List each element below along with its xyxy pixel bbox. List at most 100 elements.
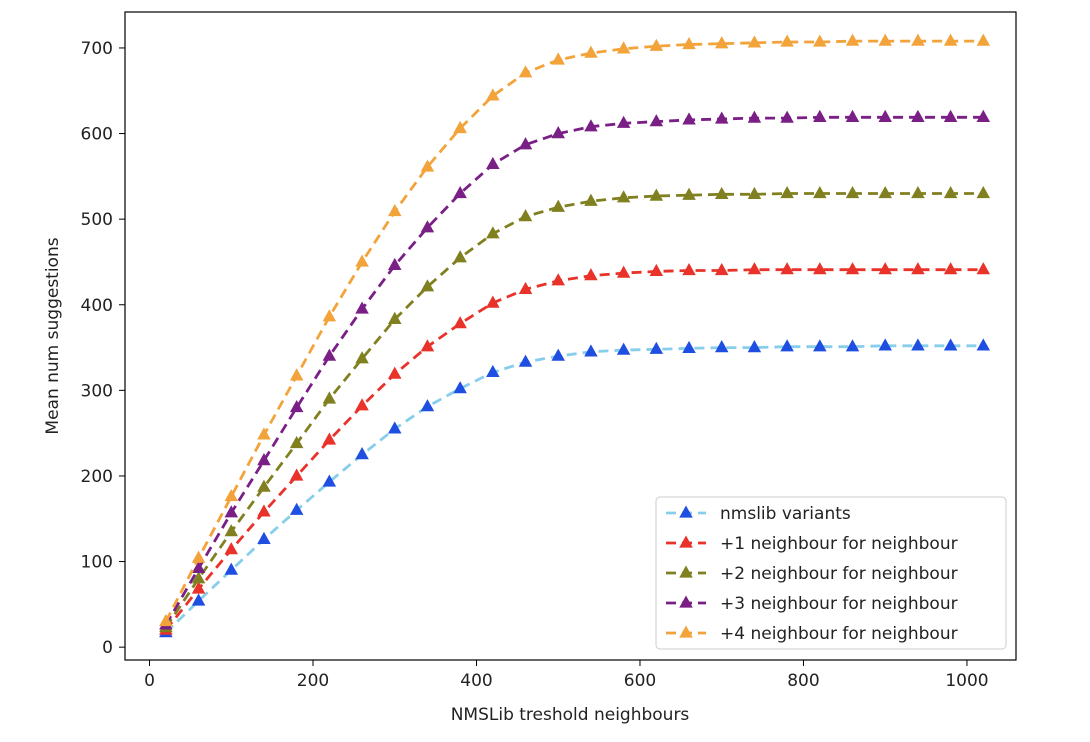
data-point-marker: [813, 262, 827, 275]
data-point-marker: [257, 453, 271, 466]
data-point-marker: [714, 186, 729, 199]
data-point-marker: [453, 250, 467, 263]
data-point-marker: [159, 613, 173, 627]
data-point-marker: [355, 447, 369, 460]
data-point-marker: [322, 391, 337, 404]
legend-item: nmslib variants: [666, 504, 851, 524]
data-point-marker: [257, 531, 271, 544]
data-point-marker: [976, 33, 991, 46]
series-1: [159, 262, 991, 635]
x-tick-label: 400: [460, 671, 492, 691]
data-point-marker: [224, 505, 239, 518]
data-point-marker: [649, 341, 664, 354]
data-point-marker: [878, 185, 892, 199]
data-point-marker: [486, 226, 500, 239]
data-point-marker: [943, 338, 958, 351]
data-point-marker: [551, 273, 565, 286]
legend-label: +4 neighbour for neighbour: [720, 624, 958, 644]
x-tick-label: 800: [787, 671, 819, 691]
data-point-marker: [878, 262, 892, 275]
data-point-marker: [943, 262, 958, 275]
data-point-marker: [845, 262, 860, 275]
data-point-marker: [584, 119, 598, 132]
data-point-marker: [322, 432, 337, 445]
data-point-marker: [420, 339, 435, 352]
y-tick-label: 0: [102, 638, 113, 658]
data-point-marker: [616, 41, 631, 54]
data-point-marker: [878, 33, 892, 46]
data-point-marker: [747, 35, 762, 48]
y-axis-label: Mean num suggestions: [43, 237, 63, 434]
legend-marker: [679, 565, 693, 578]
legend-item: +2 neighbour for neighbour: [666, 564, 958, 584]
legend: nmslib variants +1 neighbour for neighbou…: [655, 496, 1007, 650]
data-point-marker: [714, 340, 729, 353]
data-point-marker: [911, 33, 925, 46]
legend-marker: [679, 505, 693, 518]
y-tick-label: 100: [81, 553, 113, 573]
data-point-marker: [453, 381, 467, 394]
data-point-marker: [747, 186, 762, 199]
legend-label: +2 neighbour for neighbour: [720, 564, 958, 584]
data-point-marker: [747, 340, 762, 353]
data-point-marker: [289, 368, 304, 381]
data-point-marker: [388, 257, 402, 271]
data-point-marker: [388, 366, 402, 379]
data-point-marker: [616, 342, 631, 355]
y-tick-label: 300: [81, 381, 113, 401]
data-point-marker: [289, 468, 304, 481]
data-point-marker: [224, 489, 239, 502]
series-line: [164, 344, 984, 634]
x-axis-label: NMSLib treshold neighbours: [451, 705, 690, 725]
data-point-marker: [486, 295, 500, 308]
data-point-marker: [518, 354, 533, 367]
legend-entries: nmslib variants +1 neighbour for neighbou…: [666, 504, 958, 644]
data-point-marker: [388, 421, 402, 434]
data-point-marker: [191, 550, 206, 563]
data-point-marker: [878, 338, 892, 351]
data-point-marker: [191, 581, 206, 594]
data-point-marker: [649, 263, 664, 277]
legend-item: +3 neighbour for neighbour: [666, 594, 958, 614]
data-point-marker: [682, 112, 696, 125]
data-point-marker: [551, 126, 565, 139]
data-point-marker: [943, 109, 958, 122]
data-point-marker: [355, 301, 369, 314]
data-point-marker: [420, 220, 435, 233]
data-point-marker: [845, 33, 860, 46]
data-point-marker: [355, 351, 369, 364]
data-point-marker: [257, 427, 271, 440]
y-tick-label: 500: [81, 210, 113, 230]
data-point-marker: [976, 338, 991, 351]
data-point-marker: [747, 262, 762, 275]
series-0: [159, 338, 991, 638]
x-tick-label: 600: [624, 671, 656, 691]
legend-label: nmslib variants: [720, 504, 851, 524]
data-point-marker: [322, 474, 337, 487]
series-2: [159, 185, 991, 633]
data-point-marker: [518, 209, 533, 222]
data-point-marker: [780, 110, 794, 123]
data-point-marker: [780, 34, 794, 47]
data-point-marker: [780, 185, 794, 199]
data-point-marker: [682, 263, 696, 276]
data-point-marker: [780, 262, 794, 275]
data-point-marker: [322, 309, 337, 322]
y-tick-label: 700: [81, 39, 113, 59]
data-point-marker: [616, 265, 631, 278]
data-point-marker: [551, 52, 565, 65]
y-tick-label: 600: [81, 125, 113, 145]
data-point-marker: [976, 262, 991, 275]
data-point-marker: [518, 137, 533, 150]
data-point-marker: [355, 398, 369, 411]
data-point-marker: [649, 38, 664, 51]
data-point-marker: [943, 185, 958, 199]
legend-marker: [679, 625, 693, 638]
ticks-layer: 0 200 400 600 800 1000 0 100 200 300 400 500 600 700: [81, 39, 989, 691]
plot-frame: [124, 11, 1017, 661]
legend-label: +3 neighbour for neighbour: [720, 594, 958, 614]
data-point-marker: [224, 524, 239, 537]
data-point-marker: [486, 156, 500, 170]
data-point-marker: [976, 185, 991, 199]
data-point-marker: [747, 110, 762, 123]
